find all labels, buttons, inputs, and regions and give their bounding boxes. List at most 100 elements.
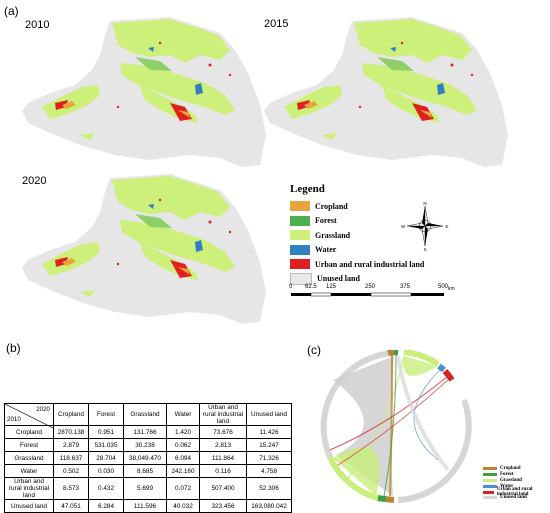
legend-label: Water [315, 245, 336, 254]
chord-legend-swatch [483, 491, 494, 494]
legend-swatch [290, 259, 310, 269]
table-cell: 38,049.470 [124, 452, 167, 465]
table-row-header: Forest [5, 439, 54, 452]
land-use-map-2015 [262, 15, 512, 175]
table-row-header: Unused land [5, 500, 54, 513]
legend-swatch [290, 216, 310, 226]
chord-diagram [308, 350, 483, 505]
table-cell: 0.116 [200, 465, 247, 478]
chord-legend-swatch [483, 473, 497, 476]
land-use-map-2020 [20, 172, 270, 332]
table-header-row: 2020 2010 Cropland Forest Grassland Wate… [5, 404, 292, 426]
table-cell: 1.420 [167, 426, 200, 439]
chord-water-link [414, 368, 442, 460]
legend-item-urban: Urban and rural industrial land [290, 257, 460, 272]
table-cell: 0.062 [167, 439, 200, 452]
legend-swatch [290, 230, 310, 240]
table-column-header: Unused land [247, 404, 292, 426]
table-cell: 2.813 [200, 439, 247, 452]
table-column-header: Urban and rural industrial land [200, 404, 247, 426]
legend-label: Cropland [315, 202, 348, 211]
north-arrow-compass-icon: N S E W [400, 200, 450, 252]
scale-tick-label: 0 [289, 284, 292, 290]
chord-legend-label: Unused land [500, 495, 527, 500]
table-cell: 507.400 [200, 478, 247, 500]
table-cell: 30.238 [124, 439, 167, 452]
land-use-transition-table: 2020 2010 Cropland Forest Grassland Wate… [4, 403, 292, 513]
table-cell: 242.160 [167, 465, 200, 478]
table-row: Urban and rural industrial land 8.573 0.… [5, 478, 292, 500]
table-cell: 163,080.042 [247, 500, 292, 513]
scale-tick-label: 250 [365, 284, 375, 290]
table-cell: 11.426 [247, 426, 292, 439]
table-cell: 0.502 [54, 465, 89, 478]
table-corner-2020: 2020 [36, 406, 50, 413]
table-cell: 4.758 [247, 465, 292, 478]
table-cell: 0.072 [167, 478, 200, 500]
land-use-map-2010 [20, 15, 270, 175]
table-cell: 28.704 [89, 452, 124, 465]
table-cell: 2.879 [54, 439, 89, 452]
legend-swatch [290, 245, 310, 255]
table-cell: 6.284 [89, 500, 124, 513]
compass-w: W [401, 224, 406, 229]
chord-arc-forest [378, 498, 386, 499]
legend-swatch [290, 201, 310, 211]
table-column-header: Forest [89, 404, 124, 426]
chord-legend: Cropland Forest Grassland Water Urban an… [483, 466, 550, 501]
table-cell: 131.766 [124, 426, 167, 439]
table-cell: 15.247 [247, 439, 292, 452]
table-cell: 531.035 [89, 439, 124, 452]
scale-bar: 0 62.5 125 250 375 500 km [285, 282, 455, 304]
chord-legend-swatch [483, 479, 497, 482]
legend-label: Grassland [315, 231, 350, 240]
table-cell: 71.326 [247, 452, 292, 465]
table-cell: 0.030 [89, 465, 124, 478]
chord-arc-urban [445, 371, 452, 380]
table-cell: 323.456 [200, 500, 247, 513]
table-row: Unused land 47.051 6.284 111.596 40.032 … [5, 500, 292, 513]
scale-tick-label: 375 [400, 284, 410, 290]
table-cell: 6.094 [167, 452, 200, 465]
table-corner-2010: 2010 [7, 416, 21, 423]
compass-s: S [423, 247, 426, 252]
table-row: Grassland 118.637 28.704 38,049.470 6.09… [5, 452, 292, 465]
table-cell: 111.596 [124, 500, 167, 513]
table-row-header: Urban and rural industrial land [5, 478, 54, 500]
legend-title: Legend [290, 183, 460, 195]
table-cell: 8.573 [54, 478, 89, 500]
table-row-header: Water [5, 465, 54, 478]
chord-legend-label: Forest [500, 472, 514, 477]
scale-tick-label: 500 [438, 284, 448, 290]
table-cell: 47.051 [54, 500, 89, 513]
table-cell: 2870.138 [54, 426, 89, 439]
table-row: Forest 2.879 531.035 30.238 0.062 2.813 … [5, 439, 292, 452]
table-cell: 40.032 [167, 500, 200, 513]
scale-bar-graphic [285, 291, 455, 305]
chord-legend-label: Cropland [500, 466, 520, 471]
table-column-header: Grassland [124, 404, 167, 426]
table-cell: 8.685 [124, 465, 167, 478]
chord-legend-swatch [483, 467, 497, 470]
table-column-header: Cropland [54, 404, 89, 426]
table-cell: 118.637 [54, 452, 89, 465]
table-corner-cell: 2020 2010 [5, 404, 54, 426]
table-cell: 73.676 [200, 426, 247, 439]
table-row: Water 0.502 0.030 8.685 242.160 0.116 4.… [5, 465, 292, 478]
table-cell: 0.432 [89, 478, 124, 500]
compass-e: E [445, 224, 448, 229]
compass-n: N [423, 201, 426, 206]
panel-label-b: (b) [6, 341, 21, 355]
table-cell: 0.951 [89, 426, 124, 439]
chord-legend-swatch [483, 485, 497, 488]
table-row-header: Grassland [5, 452, 54, 465]
legend-label: Forest [315, 216, 337, 225]
chord-arc-cropland [386, 499, 394, 500]
table-cell: 5.699 [124, 478, 167, 500]
scale-tick-label: 62.5 [305, 284, 317, 290]
table-cell: 52.306 [247, 478, 292, 500]
chord-legend-label: Grassland [500, 478, 522, 483]
table-column-header: Water [167, 404, 200, 426]
chord-legend-swatch [483, 496, 497, 499]
chord-arc-cropland-top [388, 352, 394, 353]
